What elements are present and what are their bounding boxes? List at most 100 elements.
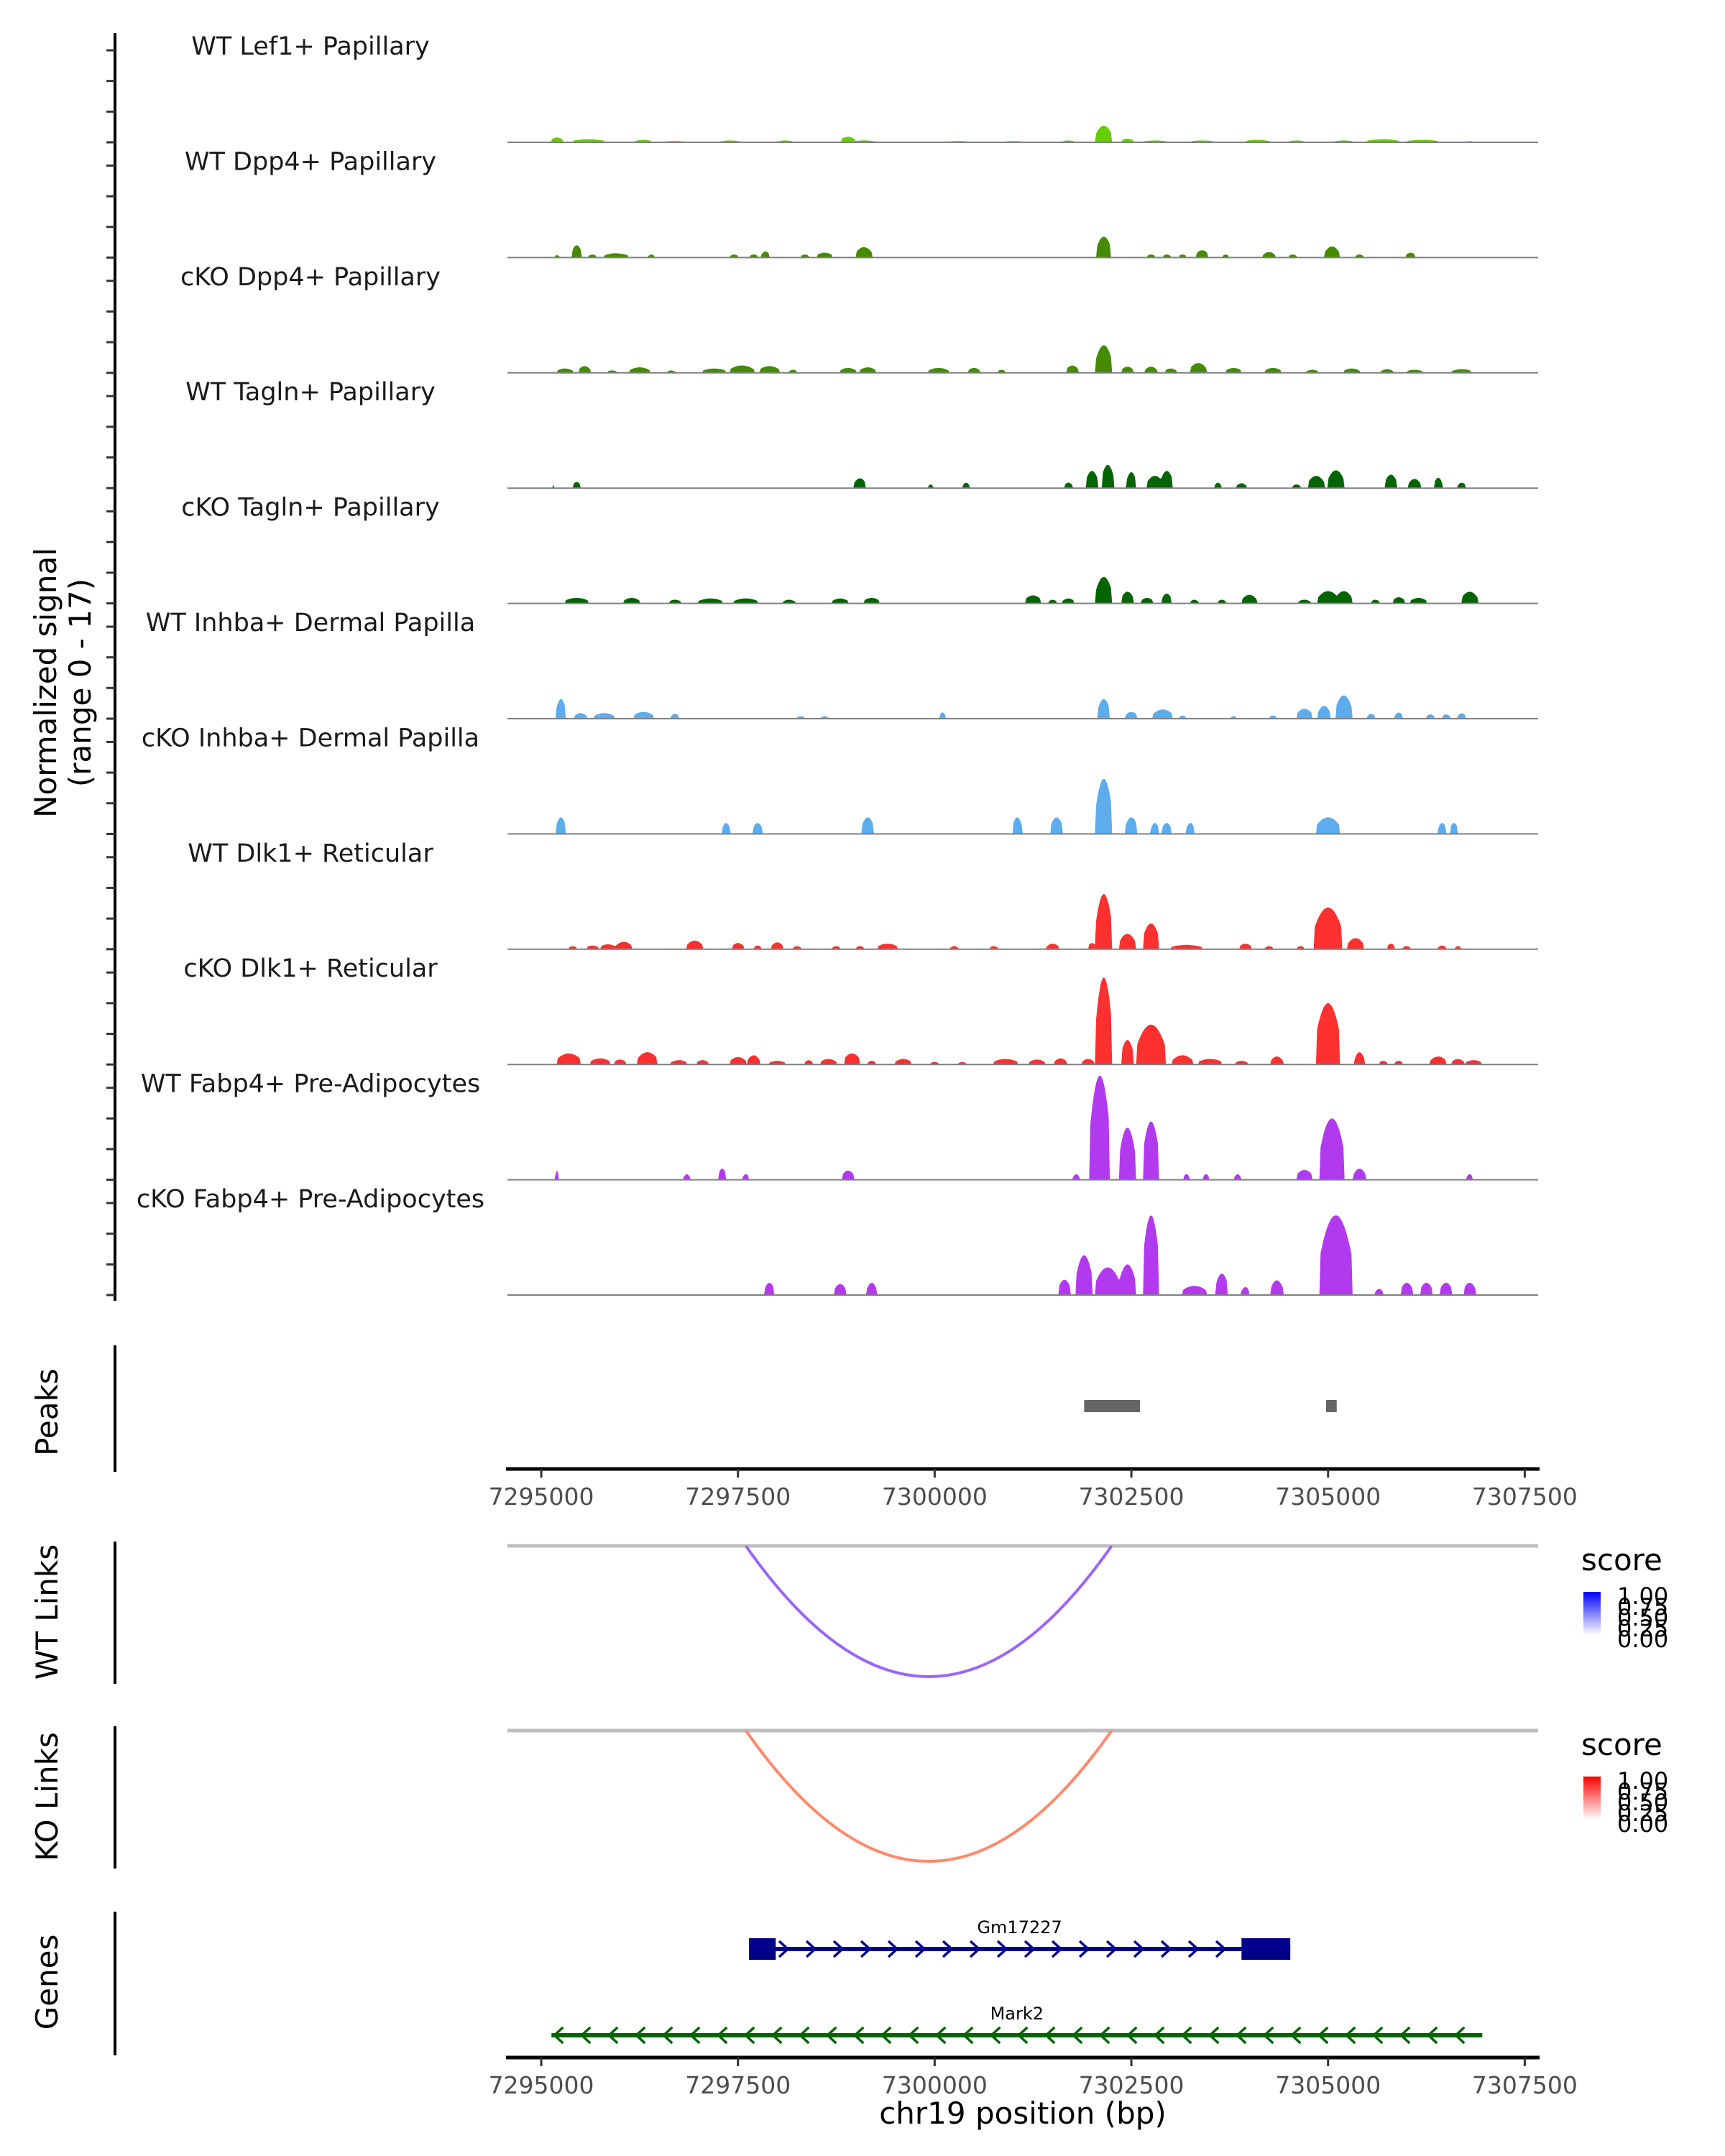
- legend-tick-label: 0.50: [1617, 1789, 1668, 1816]
- signal-area: [507, 695, 1538, 719]
- chevron-left-icon: [1453, 2026, 1466, 2045]
- legend-title: score: [1581, 1542, 1662, 1577]
- gene-model: Mark2: [551, 2004, 1483, 2045]
- chevron-left-icon: [1208, 2026, 1220, 2045]
- x-tick-label: 7307500: [1472, 2071, 1578, 2099]
- chevron-left-icon: [962, 2026, 974, 2045]
- chevron-right-icon: [1078, 1940, 1090, 1958]
- chevron-left-icon: [989, 2026, 1001, 2045]
- chevron-left-icon: [1180, 2026, 1192, 2045]
- coverage-track: WT Dlk1+ Reticular: [106, 839, 1538, 951]
- chevron-left-icon: [798, 2026, 810, 2045]
- chevron-left-icon: [607, 2026, 619, 2045]
- signal-area: [507, 894, 1538, 949]
- chevron-left-icon: [1126, 2026, 1138, 2045]
- signal-area: [507, 126, 1538, 142]
- coverage-track: cKO Dlk1+ Reticular: [106, 954, 1538, 1066]
- chevron-right-icon: [887, 1940, 899, 1958]
- legend-tick-label: 0.50: [1617, 1604, 1668, 1631]
- chevron-right-icon: [1105, 1940, 1118, 1958]
- chevron-left-icon: [1399, 2026, 1411, 2045]
- signal-area: [507, 778, 1538, 834]
- chevron-left-icon: [1098, 2026, 1110, 2045]
- chevron-right-icon: [1187, 1940, 1200, 1958]
- coverage-track: WT Lef1+ Papillary: [106, 32, 1538, 144]
- gene-label: Gm17227: [977, 1917, 1062, 1938]
- chevron-right-icon: [996, 1940, 1008, 1958]
- x-tick-label: 7302500: [1079, 2071, 1184, 2099]
- x-tick-label: 7300000: [882, 2071, 988, 2099]
- coverage-track: WT Inhba+ Dermal Papilla: [106, 609, 1538, 720]
- wt-links-track: [507, 1544, 1538, 1678]
- x-tick-label: 7300000: [882, 1483, 988, 1511]
- legend-tick-label: 0.25: [1617, 1615, 1668, 1642]
- signal-area: [507, 345, 1538, 373]
- chevron-left-icon: [880, 2026, 892, 2045]
- legend-tick-label: 0.00: [1617, 1810, 1668, 1838]
- x-tick-label: 7297500: [685, 1483, 791, 1511]
- legend-tick-label: 0.00: [1617, 1626, 1668, 1653]
- x-tick-label: 7302500: [1079, 1483, 1184, 1511]
- chevron-left-icon: [1371, 2026, 1384, 2045]
- track-label: cKO Tagln+ Papillary: [181, 494, 440, 522]
- coverage-track: cKO Tagln+ Papillary: [106, 494, 1538, 605]
- coverage-tracks: WT Lef1+ Papillary WT Dpp4+ Papillary cKO …: [106, 32, 1538, 1301]
- x-tick-label: 7305000: [1275, 2071, 1381, 2099]
- link-arc: [745, 1729, 1113, 1863]
- genes-track: Gm17227 Mark2: [551, 1917, 1483, 2045]
- coverage-track: WT Tagln+ Papillary: [106, 378, 1538, 489]
- signal-area: [507, 1075, 1538, 1180]
- chevron-left-icon: [634, 2026, 646, 2045]
- chevron-right-icon: [914, 1940, 926, 1958]
- signal-area: [507, 464, 1538, 489]
- chevron-left-icon: [716, 2026, 728, 2045]
- genes-track-label: Genes: [29, 1935, 65, 2030]
- chevron-left-icon: [1317, 2026, 1329, 2045]
- legend-colorbar: [1583, 1592, 1601, 1635]
- track-label: cKO Inhba+ Dermal Papilla: [142, 724, 479, 752]
- coverage-track: WT Dpp4+ Papillary: [106, 147, 1538, 259]
- coverage-track: cKO Inhba+ Dermal Papilla: [106, 724, 1538, 835]
- legend-tick-label: 1.00: [1617, 1583, 1668, 1610]
- track-label: WT Dlk1+ Reticular: [188, 839, 433, 868]
- x-axis-title: chr19 position (bp): [879, 2096, 1167, 2131]
- chevron-right-icon: [1160, 1940, 1172, 1958]
- x-tick-label: 7297500: [685, 2071, 791, 2099]
- chevron-left-icon: [552, 2026, 564, 2045]
- x-tick-label: 7305000: [1275, 1483, 1381, 1511]
- signal-area: [507, 977, 1538, 1065]
- chevron-left-icon: [934, 2026, 947, 2045]
- chevron-right-icon: [1133, 1940, 1145, 1958]
- chevron-right-icon: [1024, 1940, 1036, 1958]
- coverage-ylabel-line2: (range 0 - 17): [63, 579, 98, 787]
- track-label: cKO Dlk1+ Reticular: [183, 954, 438, 983]
- legend-tick-label: 0.25: [1617, 1800, 1668, 1827]
- wt-links-label: WT Links: [29, 1544, 65, 1680]
- peaks-track-label: Peaks: [29, 1368, 65, 1456]
- x-tick-label: 7307500: [1472, 1483, 1578, 1511]
- exon: [749, 1938, 776, 1960]
- x-axis-upper: 7295000 7297500 7300000 7302500 7305000 73075…: [489, 1467, 1578, 1511]
- gene-label: Mark2: [990, 2004, 1044, 2024]
- coverage-track: WT Fabp4+ Pre-Adipocytes: [106, 1070, 1538, 1181]
- peak-region: [1325, 1400, 1337, 1412]
- chevron-left-icon: [579, 2026, 592, 2045]
- chevron-right-icon: [942, 1940, 954, 1958]
- chevron-right-icon: [832, 1940, 845, 1958]
- chevron-left-icon: [1071, 2026, 1083, 2045]
- chevron-left-icon: [825, 2026, 837, 2045]
- chevron-left-icon: [1044, 2026, 1056, 2045]
- chevron-right-icon: [969, 1940, 981, 1958]
- track-label: cKO Fabp4+ Pre-Adipocytes: [137, 1185, 484, 1214]
- track-label: WT Lef1+ Papillary: [191, 32, 430, 61]
- exon: [1241, 1938, 1291, 1960]
- x-axis-lower: 7295000 7297500 7300000 7302500 7305000 73075…: [489, 2055, 1578, 2099]
- chevron-left-icon: [743, 2026, 755, 2045]
- chevron-left-icon: [689, 2026, 701, 2045]
- wt-links-legend: score 1.000.750.500.250.00: [1581, 1542, 1668, 1653]
- coverage-track: cKO Dpp4+ Papillary: [106, 263, 1538, 374]
- chevron-right-icon: [805, 1940, 817, 1958]
- peak-region: [1084, 1400, 1141, 1412]
- chevron-right-icon: [860, 1940, 872, 1958]
